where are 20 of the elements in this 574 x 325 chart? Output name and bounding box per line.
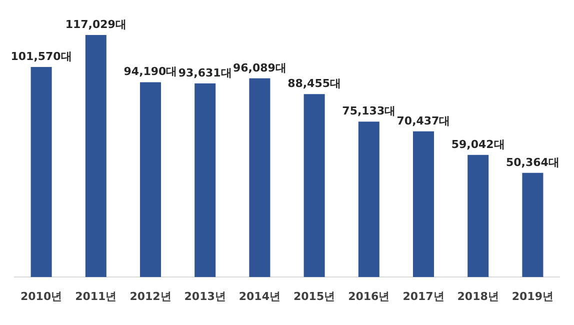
x-tick-label: 2018년 [457, 290, 499, 303]
x-tick-label: 2012년 [130, 290, 172, 303]
data-label: 88,455대 [288, 77, 342, 90]
x-tick-label: 2015년 [293, 290, 336, 303]
data-label: 70,437대 [396, 114, 450, 128]
x-tick-label: 2017년 [402, 290, 444, 303]
data-label: 117,029대 [65, 18, 126, 31]
data-label: 93,631대 [178, 66, 232, 80]
data-label: 96,089대 [232, 61, 286, 74]
x-tick-label: 2019년 [512, 290, 554, 303]
data-label: 75,133대 [342, 104, 396, 118]
x-tick-label: 2014년 [238, 290, 281, 303]
data-label: 50,364대 [506, 156, 560, 169]
x-tick-label: 2016년 [348, 290, 390, 303]
data-label: 94,190대 [124, 65, 178, 78]
data-label: 59,042대 [451, 138, 505, 151]
x-tick-label: 2010년 [20, 290, 62, 303]
data-label: 101,570대 [10, 50, 72, 63]
x-tick-label: 2011년 [75, 290, 117, 303]
x-tick-label: 2013년 [184, 290, 226, 303]
